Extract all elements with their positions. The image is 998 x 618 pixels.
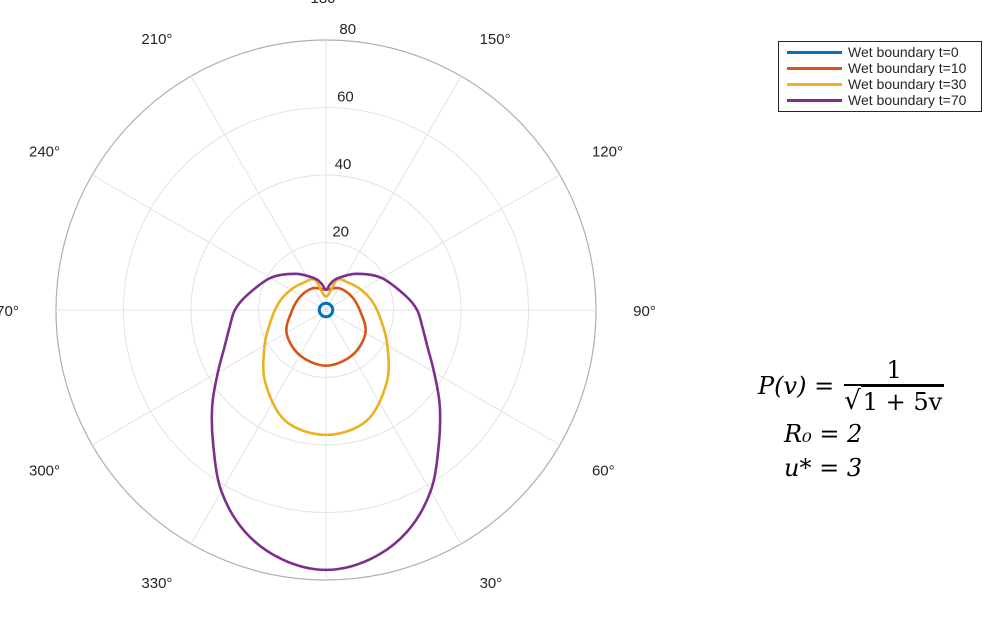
legend-label: Wet boundary t=70 [848, 92, 967, 108]
legend-item: Wet boundary t=10 [779, 60, 981, 76]
angle-tick-label: 120° [592, 143, 623, 160]
angular-grid-line [190, 309, 327, 545]
angle-tick-label: 60° [592, 463, 615, 480]
p-numerator: 1 [886, 356, 902, 384]
angle-tick-label: 0° [319, 616, 333, 618]
series-line-t0 [317, 301, 335, 319]
p-equation: P(v) = 1 √ 1 + 5v [758, 356, 988, 417]
equation-annotation: P(v) = 1 √ 1 + 5v R₀ = 2 u* = 3 [758, 356, 988, 485]
radial-tick-label: 40 [335, 156, 352, 173]
legend: Wet boundary t=0 Wet boundary t=10 Wet bou… [778, 41, 982, 112]
legend-label: Wet boundary t=10 [848, 60, 967, 76]
series-line-2 [261, 277, 391, 437]
angle-tick-label: 90° [633, 303, 656, 320]
angle-tick-label: 300° [29, 463, 60, 480]
sqrt-icon: √ [844, 386, 861, 416]
radial-tick-label: 20 [332, 224, 349, 241]
radial-tick-label: 80 [339, 21, 356, 38]
polar-grid [55, 39, 597, 581]
angle-tick-label: 210° [141, 31, 172, 48]
p-denominator: √ 1 + 5v [844, 385, 945, 417]
angle-tick-label: 240° [29, 143, 60, 160]
legend-swatch [787, 98, 842, 102]
series-line-3 [210, 272, 442, 572]
p-fraction: 1 √ 1 + 5v [844, 356, 945, 417]
angle-tick-label: 150° [480, 31, 511, 48]
angular-grid-line [325, 174, 561, 311]
legend-swatch [787, 66, 842, 70]
angular-grid-line [325, 75, 462, 311]
angle-tick-label: 180° [310, 0, 341, 7]
fraction-bar [844, 384, 945, 386]
angular-grid-line [190, 75, 327, 311]
angular-grid-line [91, 174, 327, 311]
legend-label: Wet boundary t=0 [848, 44, 959, 60]
angle-tick-label: 270° [0, 303, 19, 320]
angle-tick-label: 330° [141, 575, 172, 592]
series-layer [210, 272, 442, 572]
p-denominator-expression: 1 + 5v [860, 385, 945, 416]
legend-label: Wet boundary t=30 [848, 76, 967, 92]
legend-item: Wet boundary t=70 [779, 92, 981, 108]
p-lhs: P(v) = [758, 372, 835, 401]
radial-tick-label: 60 [337, 89, 354, 106]
legend-item: Wet boundary t=0 [779, 44, 981, 60]
ustar-equation: u* = 3 [784, 453, 863, 482]
angular-grid-line [325, 309, 462, 545]
r0-equation: R₀ = 2 [784, 419, 863, 448]
angle-tick-label: 30° [480, 575, 503, 592]
axis-labels: 0° 30° 60° 90° 120° 150° 180° 210° 240° 270° 300° 3… [0, 0, 656, 618]
legend-swatch [787, 50, 842, 54]
legend-swatch [787, 82, 842, 86]
legend-item: Wet boundary t=30 [779, 76, 981, 92]
